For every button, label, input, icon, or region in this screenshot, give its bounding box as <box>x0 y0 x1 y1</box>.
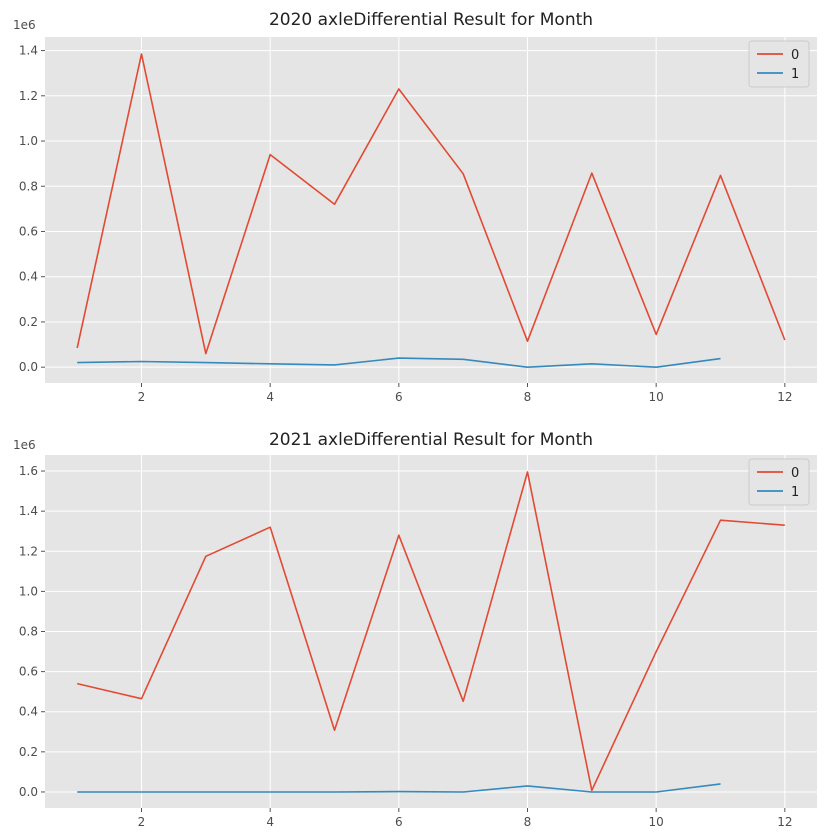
chart-1-legend-label-0: 0 <box>791 466 799 481</box>
chart-0-legend-label-0: 0 <box>791 48 799 63</box>
chart-1-y-tick-label: 0.2 <box>19 745 38 759</box>
chart-1-x-tick-label: 10 <box>649 815 664 829</box>
chart-0-y-tick-label: 0.6 <box>19 224 38 238</box>
chart-0-x-tick-label: 10 <box>649 390 664 404</box>
chart-1-y-tick-label: 1.0 <box>19 584 38 598</box>
chart-0-y-tick-label: 1.0 <box>19 134 38 148</box>
chart-1-y-tick-label: 0.0 <box>19 785 38 799</box>
chart-1-y-tick-label: 1.4 <box>19 504 38 518</box>
chart-0-y-tick-label: 0.4 <box>19 270 38 284</box>
chart-0-x-tick-label: 4 <box>266 390 274 404</box>
chart-0-x-tick-label: 8 <box>524 390 532 404</box>
chart-1-x-tick-label: 12 <box>777 815 792 829</box>
chart-0-series-0-line <box>76 53 786 355</box>
chart-1-series-0-line <box>77 471 785 792</box>
chart-0-y-tick-label: 0.2 <box>19 315 38 329</box>
chart-1-offset-label: 1e6 <box>13 438 36 452</box>
chart-0-y-tick-label: 0.8 <box>19 179 38 193</box>
chart-1-legend <box>748 458 810 506</box>
chart-1-series-1-line <box>77 783 721 793</box>
chart-1-x-tick-label: 6 <box>395 815 403 829</box>
chart-0-y-tick-label: 1.4 <box>19 44 38 58</box>
chart-1-title: 2021 axleDifferential Result for Month <box>269 430 593 450</box>
chart-1-x-tick-label: 2 <box>138 815 146 829</box>
chart-1-y-tick-label: 0.4 <box>19 705 38 719</box>
chart-0-series-1-line <box>77 357 721 369</box>
chart-0-y-tick-label: 0.0 <box>19 360 38 374</box>
chart-1-x-tick-label: 4 <box>266 815 274 829</box>
chart-0-legend <box>748 40 810 88</box>
chart-1-y-tick-label: 0.6 <box>19 665 38 679</box>
chart-1-legend-label-1: 1 <box>791 485 799 500</box>
chart-1-y-tick-label: 1.6 <box>19 464 38 478</box>
chart-0-y-tick-label: 1.2 <box>19 89 38 103</box>
chart-0-title: 2020 axleDifferential Result for Month <box>269 10 593 30</box>
chart-0-offset-label: 1e6 <box>13 18 36 32</box>
chart-0-legend-label-1: 1 <box>791 67 799 82</box>
chart-0-plot-area <box>45 37 817 383</box>
chart-0-x-tick-label: 12 <box>777 390 792 404</box>
chart-1-x-tick-label: 8 <box>524 815 532 829</box>
chart-1-y-tick-label: 1.2 <box>19 544 38 558</box>
chart-1-y-tick-label: 0.8 <box>19 625 38 639</box>
chart-0-x-tick-label: 2 <box>138 390 146 404</box>
chart-0-x-tick-label: 6 <box>395 390 403 404</box>
